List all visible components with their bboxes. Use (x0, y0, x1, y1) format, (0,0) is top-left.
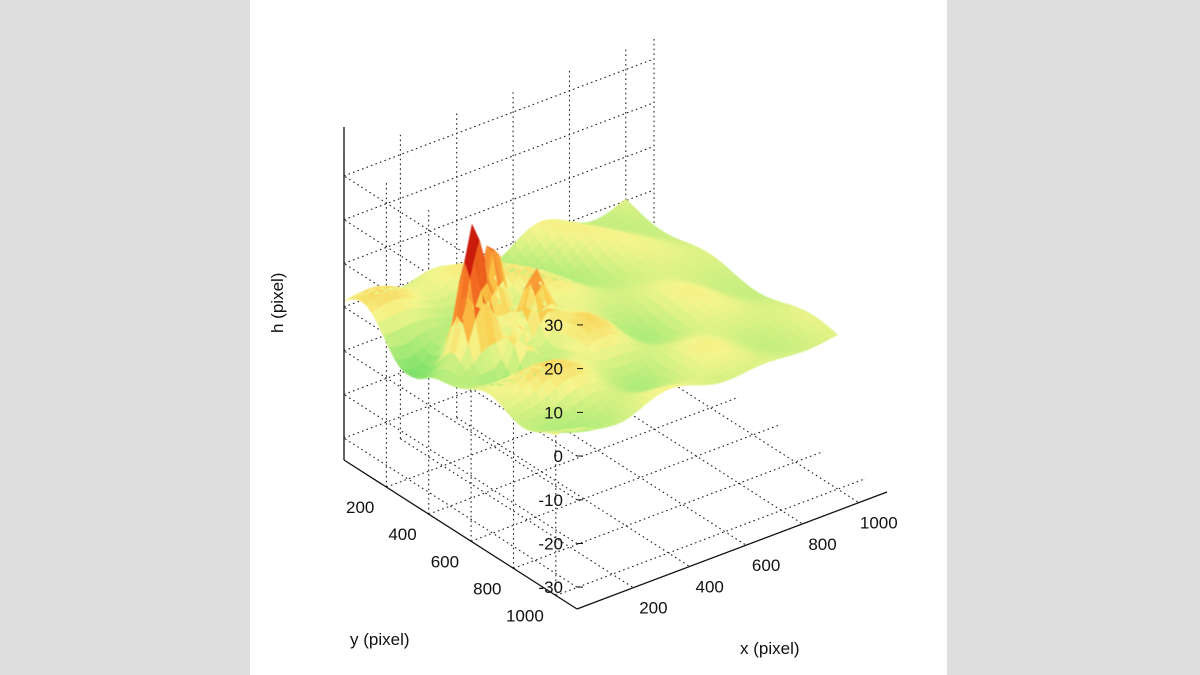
side-wall-grid-h (343, 350, 578, 501)
side-wall-grid-h (343, 175, 578, 326)
x-tick-label: 800 (808, 535, 836, 554)
floor-grid-y (470, 423, 782, 542)
z-tick-label: 30 (544, 316, 563, 335)
back-wall-grid-h (343, 58, 655, 177)
floor-grid-x (456, 417, 690, 567)
x-axis-label: x (pixel) (740, 639, 800, 658)
side-wall-grid-h (343, 393, 578, 544)
y-tick-label: 1000 (506, 607, 544, 626)
x-tick-label: 200 (639, 599, 667, 618)
z-tick-label: 10 (544, 403, 563, 422)
x-axis-line (576, 491, 888, 610)
z-tick-label: 20 (544, 360, 563, 379)
figure-panel: 30 20 10 0 -10 -20 -30 200 400 600 800 1000 200 400 60… (250, 0, 947, 675)
z-tick-label: -10 (538, 491, 563, 510)
side-wall-grid-h (343, 219, 578, 370)
surface-patch (824, 329, 839, 340)
x-tick-label: 400 (696, 578, 724, 597)
x-tick-label: 600 (752, 556, 780, 575)
y-axis-label: y (pixel) (350, 630, 410, 649)
x-tick-label: 1000 (860, 514, 898, 533)
floor-grid-x (400, 438, 634, 589)
z-tick-label: -30 (538, 578, 563, 597)
y-tick-label: 200 (346, 498, 374, 517)
floor-grid-x (625, 353, 860, 504)
back-wall-grid-h (343, 102, 655, 221)
side-wall-grid-h (343, 437, 578, 588)
z-tick-label: -20 (538, 535, 563, 554)
surface-plot: 30 20 10 0 -10 -20 -30 200 400 600 800 1000 200 400 60… (268, 37, 898, 658)
y-tick-label: 400 (388, 525, 416, 544)
z-tick-label: 0 (554, 447, 563, 466)
floor-grid-x (512, 395, 747, 546)
tick-labels: 30 20 10 0 -10 -20 -30 200 400 600 800 1000 200 400 60… (346, 316, 898, 626)
z-axis-label: h (pixel) (268, 273, 287, 333)
surface (343, 198, 839, 436)
y-tick-label: 800 (473, 579, 501, 598)
y-tick-label: 600 (431, 552, 459, 571)
axes (343, 127, 888, 610)
floor-grid-x (569, 374, 803, 525)
y-axis-line (343, 459, 578, 610)
